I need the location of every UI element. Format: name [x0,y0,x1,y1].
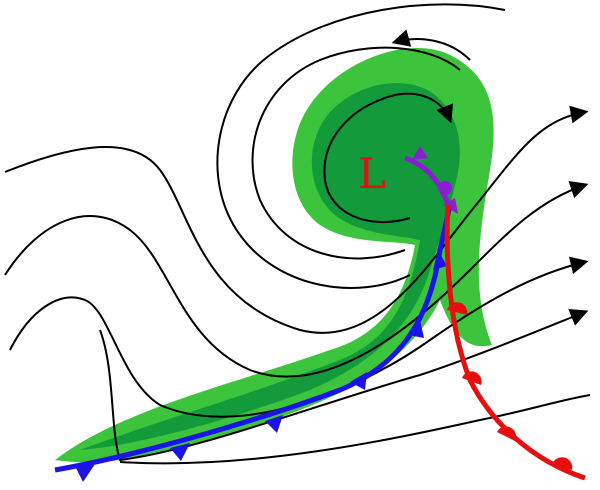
streamline-mid-spiral [251,46,461,260]
cold-front-triangle [350,372,367,390]
warm-front-semicircle [497,426,517,441]
low-pressure-label: L [358,149,386,198]
occluded-front-triangle [443,198,458,214]
warm-front-semicircle [447,302,468,315]
streamline-left-1 [4,105,589,334]
warm-front-semicircle [462,371,482,385]
streamline-left-3 [9,256,589,418]
cold-front-triangle [75,464,95,482]
cold-front-line [54,204,453,473]
cloud-band-inner [80,83,460,450]
cold-front-triangle [170,443,190,461]
streamline-bottom [119,394,591,465]
occluded-front-line [404,155,451,206]
occluded-front-triangle [412,146,428,160]
streamline-outer-spiral [216,3,506,289]
streamline-left-4 [99,308,589,462]
streamline-left-2 [4,181,589,378]
cold-front-triangle [265,415,283,433]
occluded-front [404,146,458,214]
cold-front [54,204,453,482]
cold-front-triangle [433,250,447,270]
streamlines [4,3,591,465]
warm-front-semicircle [552,457,573,470]
cold-front-triangle [408,320,424,338]
streamline-arrow-top [391,29,471,61]
occluded-front-semicircle [438,181,452,195]
streamline-inner-spiral [323,92,453,223]
warm-front [444,204,586,481]
